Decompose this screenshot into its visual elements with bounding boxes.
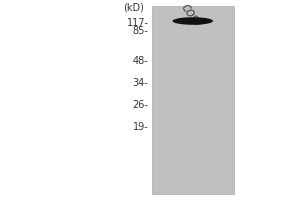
Text: 19-: 19-	[133, 122, 148, 132]
Text: 34-: 34-	[133, 78, 148, 88]
Ellipse shape	[172, 17, 213, 25]
Bar	[152, 6, 234, 194]
Text: (kD): (kD)	[123, 3, 144, 13]
Text: 48-: 48-	[133, 56, 148, 66]
Text: 117-: 117-	[127, 18, 148, 28]
Text: 26-: 26-	[133, 100, 148, 110]
Text: 85-: 85-	[133, 26, 148, 36]
Text: COS7: COS7	[178, 2, 202, 30]
